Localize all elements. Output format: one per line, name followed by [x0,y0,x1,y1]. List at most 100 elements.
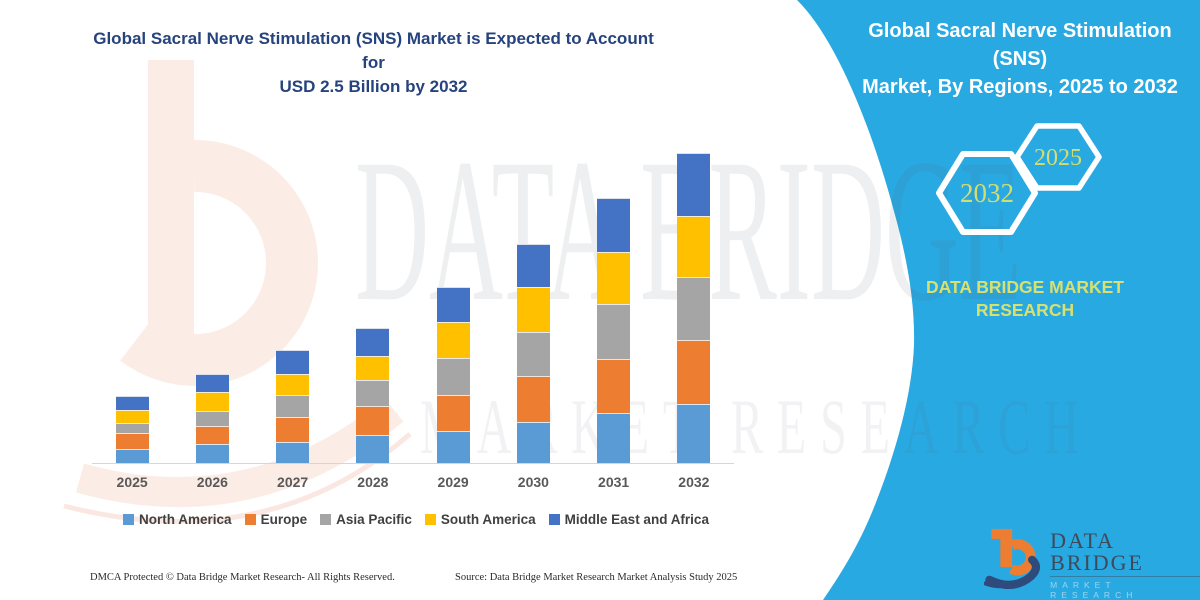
legend-label-south-america: South America [440,512,536,527]
x-axis-label-2028: 2028 [357,474,389,490]
legend-swatch-middle-east-and-africa [548,514,560,525]
bar-segment-north-america-2029 [436,430,470,463]
bar-column-2026 [172,128,252,463]
legend-swatch-north-america [123,514,135,525]
legend-swatch-europe [244,514,256,525]
bar-stack-2028 [356,327,390,463]
bar-segment-south-america-2029 [436,321,470,358]
bar-segment-south-america-2026 [195,392,229,411]
footer-source: Source: Data Bridge Market Research Mark… [455,572,738,583]
brand-logo: DATA BRIDGE MARKET RESEARCH [984,516,1200,600]
bar-segment-middle-east-and-africa-2026 [195,373,229,393]
legend: North America Europe Asia Pacific South Ame… [86,512,746,527]
legend-label-middle-east-and-africa: Middle East and Africa [564,512,709,527]
bar-segment-south-america-2027 [276,373,310,395]
bar-segment-middle-east-and-africa-2028 [356,327,390,357]
bar-segment-asia-pacific-2029 [436,357,470,395]
x-axis-labels: 2025 2026 2027 2028 2029 2030 2031 2032 [92,474,734,490]
legend-swatch-asia-pacific [320,514,332,525]
plot-area [92,128,734,464]
legend-label-north-america: North America [139,512,232,527]
bar-segment-south-america-2028 [356,356,390,380]
bar-segment-south-america-2030 [516,287,550,332]
legend-item-middle-east-and-africa: Middle East and Africa [548,512,709,527]
bar-stack-2026 [195,373,229,463]
bar-segment-middle-east-and-africa-2029 [436,286,470,322]
bar-segment-middle-east-and-africa-2025 [115,396,149,410]
bar-segment-south-america-2032 [677,216,711,278]
bar-segment-europe-2027 [276,417,310,442]
x-axis-label-2031: 2031 [598,474,630,490]
legend-swatch-south-america [424,514,436,525]
bar-column-2030 [493,128,573,463]
hexagon-2025: 2025 [1014,123,1102,191]
bar-stack-2027 [276,350,310,463]
legend-label-europe: Europe [260,512,308,527]
bar-segment-north-america-2031 [597,413,631,463]
bar-column-2025 [92,128,172,463]
bar-segment-north-america-2025 [115,449,149,463]
bar-segment-asia-pacific-2025 [115,423,149,434]
bar-segment-europe-2030 [516,376,550,423]
bar-segment-middle-east-and-africa-2031 [597,197,631,253]
panel-title-line1: Global Sacral Nerve Stimulation (SNS) [868,20,1172,70]
bar-segment-middle-east-and-africa-2027 [276,350,310,374]
x-axis-label-2026: 2026 [196,474,228,490]
bar-segment-europe-2028 [356,406,390,435]
bar-stack-2031 [597,197,631,463]
bar-column-2028 [333,128,413,463]
chart-title-line2: USD 2.5 Billion by 2032 [279,77,468,96]
bar-column-2029 [413,128,493,463]
legend-item-south-america: South America [424,512,536,527]
logo-subtitle: MARKET RESEARCH [1050,580,1138,600]
bar-segment-asia-pacific-2030 [516,331,550,377]
bar-segment-europe-2026 [195,425,229,445]
x-axis-label-2025: 2025 [116,474,148,490]
bar-segment-asia-pacific-2032 [677,277,711,341]
panel-brand-text: DATA BRIDGE MARKET RESEARCH [926,277,1124,320]
legend-item-north-america: North America [123,512,232,527]
bar-segment-asia-pacific-2031 [597,304,631,359]
bar-column-2031 [574,128,654,463]
bar-segment-south-america-2025 [115,409,149,424]
legend-label-asia-pacific: Asia Pacific [336,512,412,527]
bar-stack-2029 [436,286,470,463]
footer-dmca: DMCA Protected © Data Bridge Market Rese… [90,572,395,583]
bar-segment-north-america-2028 [356,434,390,463]
logo-name: DATA BRIDGE [1050,530,1200,577]
hexagon-2032: 2032 [936,151,1038,235]
bar-segment-asia-pacific-2028 [356,380,390,406]
bar-segment-north-america-2030 [516,422,550,463]
panel-title: Global Sacral Nerve Stimulation (SNS) Ma… [855,17,1185,101]
chart-title-line1: Global Sacral Nerve Stimulation (SNS) Ma… [93,29,654,72]
data-bridge-logo-icon [984,528,1041,589]
bar-segment-south-america-2031 [597,252,631,305]
bar-column-2032 [654,128,734,463]
bar-segment-north-america-2027 [276,441,310,463]
legend-item-asia-pacific: Asia Pacific [320,512,412,527]
bar-segment-north-america-2026 [195,444,229,463]
bar-segment-asia-pacific-2027 [276,394,310,418]
bar-segment-europe-2031 [597,358,631,414]
bar-segment-europe-2025 [115,433,149,450]
x-axis-label-2030: 2030 [517,474,549,490]
bar-segment-north-america-2032 [677,403,711,463]
panel-title-line2: Market, By Regions, 2025 to 2032 [862,76,1178,98]
bar-segment-middle-east-and-africa-2032 [677,153,711,217]
x-axis-label-2029: 2029 [437,474,469,490]
bar-stack-2032 [677,153,711,463]
x-axis-label-2027: 2027 [277,474,309,490]
x-axis-label-2032: 2032 [678,474,710,490]
bar-segment-asia-pacific-2026 [195,410,229,426]
bar-segment-middle-east-and-africa-2030 [516,243,550,288]
bar-stack-2025 [115,396,149,463]
bar-segment-europe-2029 [436,394,470,431]
bar-stack-2030 [516,243,550,463]
bar-segment-europe-2032 [677,340,711,404]
legend-item-europe: Europe [244,512,308,527]
svg-text:2025: 2025 [1034,145,1082,171]
svg-text:2032: 2032 [960,178,1014,208]
bar-column-2027 [253,128,333,463]
